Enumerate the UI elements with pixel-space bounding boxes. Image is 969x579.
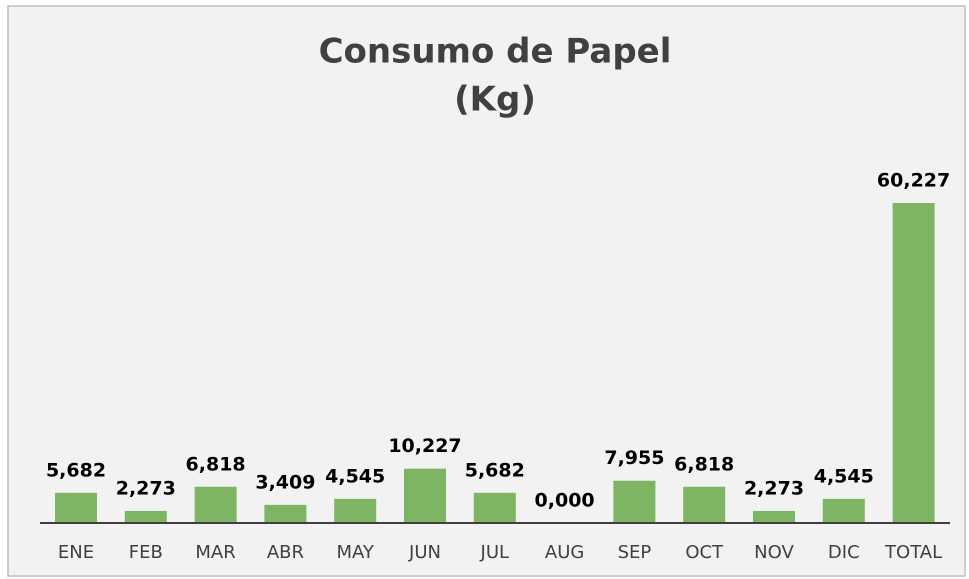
bar [822, 498, 865, 523]
value-label: 60,227 [877, 170, 950, 192]
x-tick-label: JUL [480, 542, 510, 563]
bar [683, 486, 726, 523]
bar [613, 480, 656, 523]
x-tick-label: OCT [685, 542, 724, 563]
bar [55, 492, 97, 523]
bar [264, 504, 307, 523]
bar [473, 492, 516, 523]
bar [404, 468, 446, 523]
x-tick-label: DIC [828, 542, 860, 563]
bar [892, 203, 935, 523]
x-tick-label: MAY [336, 542, 374, 563]
value-label: 10,227 [388, 435, 461, 457]
value-label: 5,682 [465, 459, 525, 481]
value-label: 2,273 [116, 477, 176, 499]
x-tick-label: ABR [267, 542, 304, 563]
x-tick-label: TOTAL [884, 542, 942, 563]
value-label: 4,545 [325, 465, 385, 487]
x-tick-label: JUN [408, 542, 441, 563]
bar [194, 486, 237, 523]
value-label: 7,955 [604, 447, 664, 469]
value-label: 6,818 [186, 453, 246, 475]
value-label: 2,273 [744, 477, 804, 499]
chart-frame [7, 5, 966, 577]
value-label: 4,545 [814, 465, 874, 487]
value-label: 6,818 [674, 453, 734, 475]
chart-subtitle: (Kg) [454, 80, 536, 120]
x-tick-label: ENE [58, 542, 94, 563]
value-label: 0,000 [535, 490, 595, 512]
bar [334, 498, 377, 523]
x-tick-label: FEB [129, 542, 163, 563]
x-tick-label: SEP [618, 542, 652, 563]
bar [124, 510, 167, 523]
value-label: 5,682 [46, 459, 106, 481]
x-tick-label: MAR [195, 542, 235, 563]
chart-title: Consumo de Papel [319, 32, 672, 72]
bar [753, 510, 795, 523]
x-tick-label: NOV [754, 542, 794, 563]
x-tick-label: AUG [545, 542, 584, 563]
value-label: 3,409 [255, 471, 315, 493]
